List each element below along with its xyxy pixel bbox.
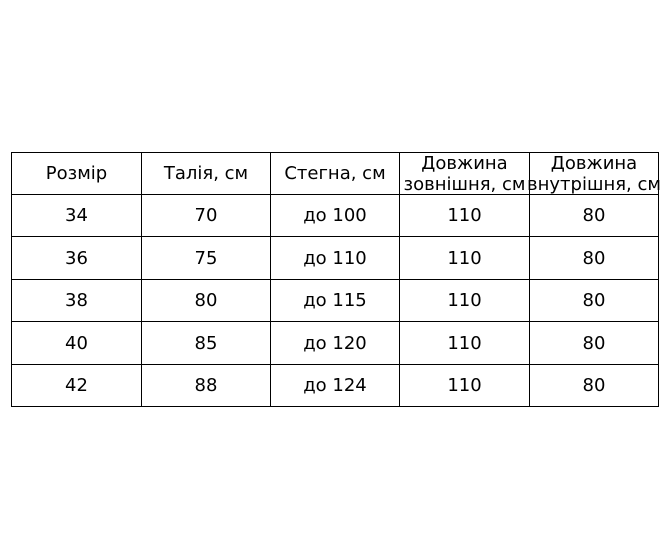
cell-text: 80 (194, 290, 218, 311)
cell-text: зовнішня, см (403, 173, 526, 195)
cell-text: Розмір (45, 163, 108, 184)
cell-text: Стегна, см (284, 163, 386, 184)
cell-text: 80 (582, 290, 606, 311)
cell-text: 40 (65, 332, 88, 354)
table-cell: 80 (529, 279, 659, 322)
cell-text: 85 (194, 332, 218, 354)
table-cell: 80 (529, 236, 659, 280)
table-cell: 75 (141, 236, 271, 280)
table-cell: 40 (11, 321, 142, 365)
cell-text: 110 (447, 247, 482, 269)
cell-text: 70 (194, 205, 218, 226)
table-cell: 34 (11, 194, 142, 237)
table-cell: 36 (11, 236, 142, 280)
table-cell: до 110 (270, 236, 400, 280)
table-cell: до 120 (270, 321, 400, 365)
cell-text: до 120 (303, 332, 367, 354)
table-cell: до 124 (270, 364, 400, 407)
cell-text: 110 (447, 375, 482, 396)
table-cell: 42 (11, 364, 142, 407)
cell-text: 80 (582, 247, 606, 269)
cell-text: 88 (194, 375, 218, 396)
table-cell: 80 (529, 321, 659, 365)
cell-text: 110 (447, 332, 482, 354)
cell-text: 110 (447, 290, 482, 311)
header-cell: Стегна, см (270, 152, 400, 195)
cell-text: 80 (582, 375, 606, 396)
cell-text: 80 (582, 205, 606, 226)
table-cell: 80 (141, 279, 271, 322)
header-cell: Талія, см (141, 152, 271, 195)
cell-text: до 100 (303, 205, 367, 226)
table-cell: до 100 (270, 194, 400, 237)
table-cell: 110 (399, 236, 530, 280)
header-cell: Довжина внутрішня, см (527, 152, 661, 195)
cell-text: 42 (65, 375, 88, 396)
cell-text: 75 (194, 247, 218, 269)
cell-text: 36 (65, 247, 88, 269)
table-cell: 110 (399, 279, 530, 322)
cell-text: до 115 (303, 290, 367, 311)
table-cell: 70 (141, 194, 271, 237)
cell-text: 80 (582, 332, 606, 354)
table-cell: 110 (399, 321, 530, 365)
table-cell: 85 (141, 321, 271, 365)
cell-text: 110 (447, 205, 482, 226)
cell-text: внутрішня, см (527, 173, 661, 195)
table-cell: 38 (11, 279, 142, 322)
table-cell: 80 (529, 194, 659, 237)
header-cell: Довжина зовнішня, см (399, 152, 530, 195)
header-cell: Розмір (11, 152, 142, 195)
cell-text: Довжина (550, 152, 638, 174)
table-cell: 80 (529, 364, 659, 407)
size-table: Розмір Талія, см Стегна, см Довжина зовнішня… (11, 152, 661, 407)
table-cell: 110 (399, 194, 530, 237)
table-cell: 88 (141, 364, 271, 407)
table-cell: 110 (399, 364, 530, 407)
cell-text: до 124 (303, 375, 367, 396)
cell-text: 38 (65, 290, 88, 311)
table-cell: до 115 (270, 279, 400, 322)
cell-text: Талія, см (163, 163, 249, 184)
cell-text: 34 (65, 205, 88, 226)
cell-text: Довжина (421, 152, 508, 174)
cell-text: до 110 (303, 247, 367, 269)
